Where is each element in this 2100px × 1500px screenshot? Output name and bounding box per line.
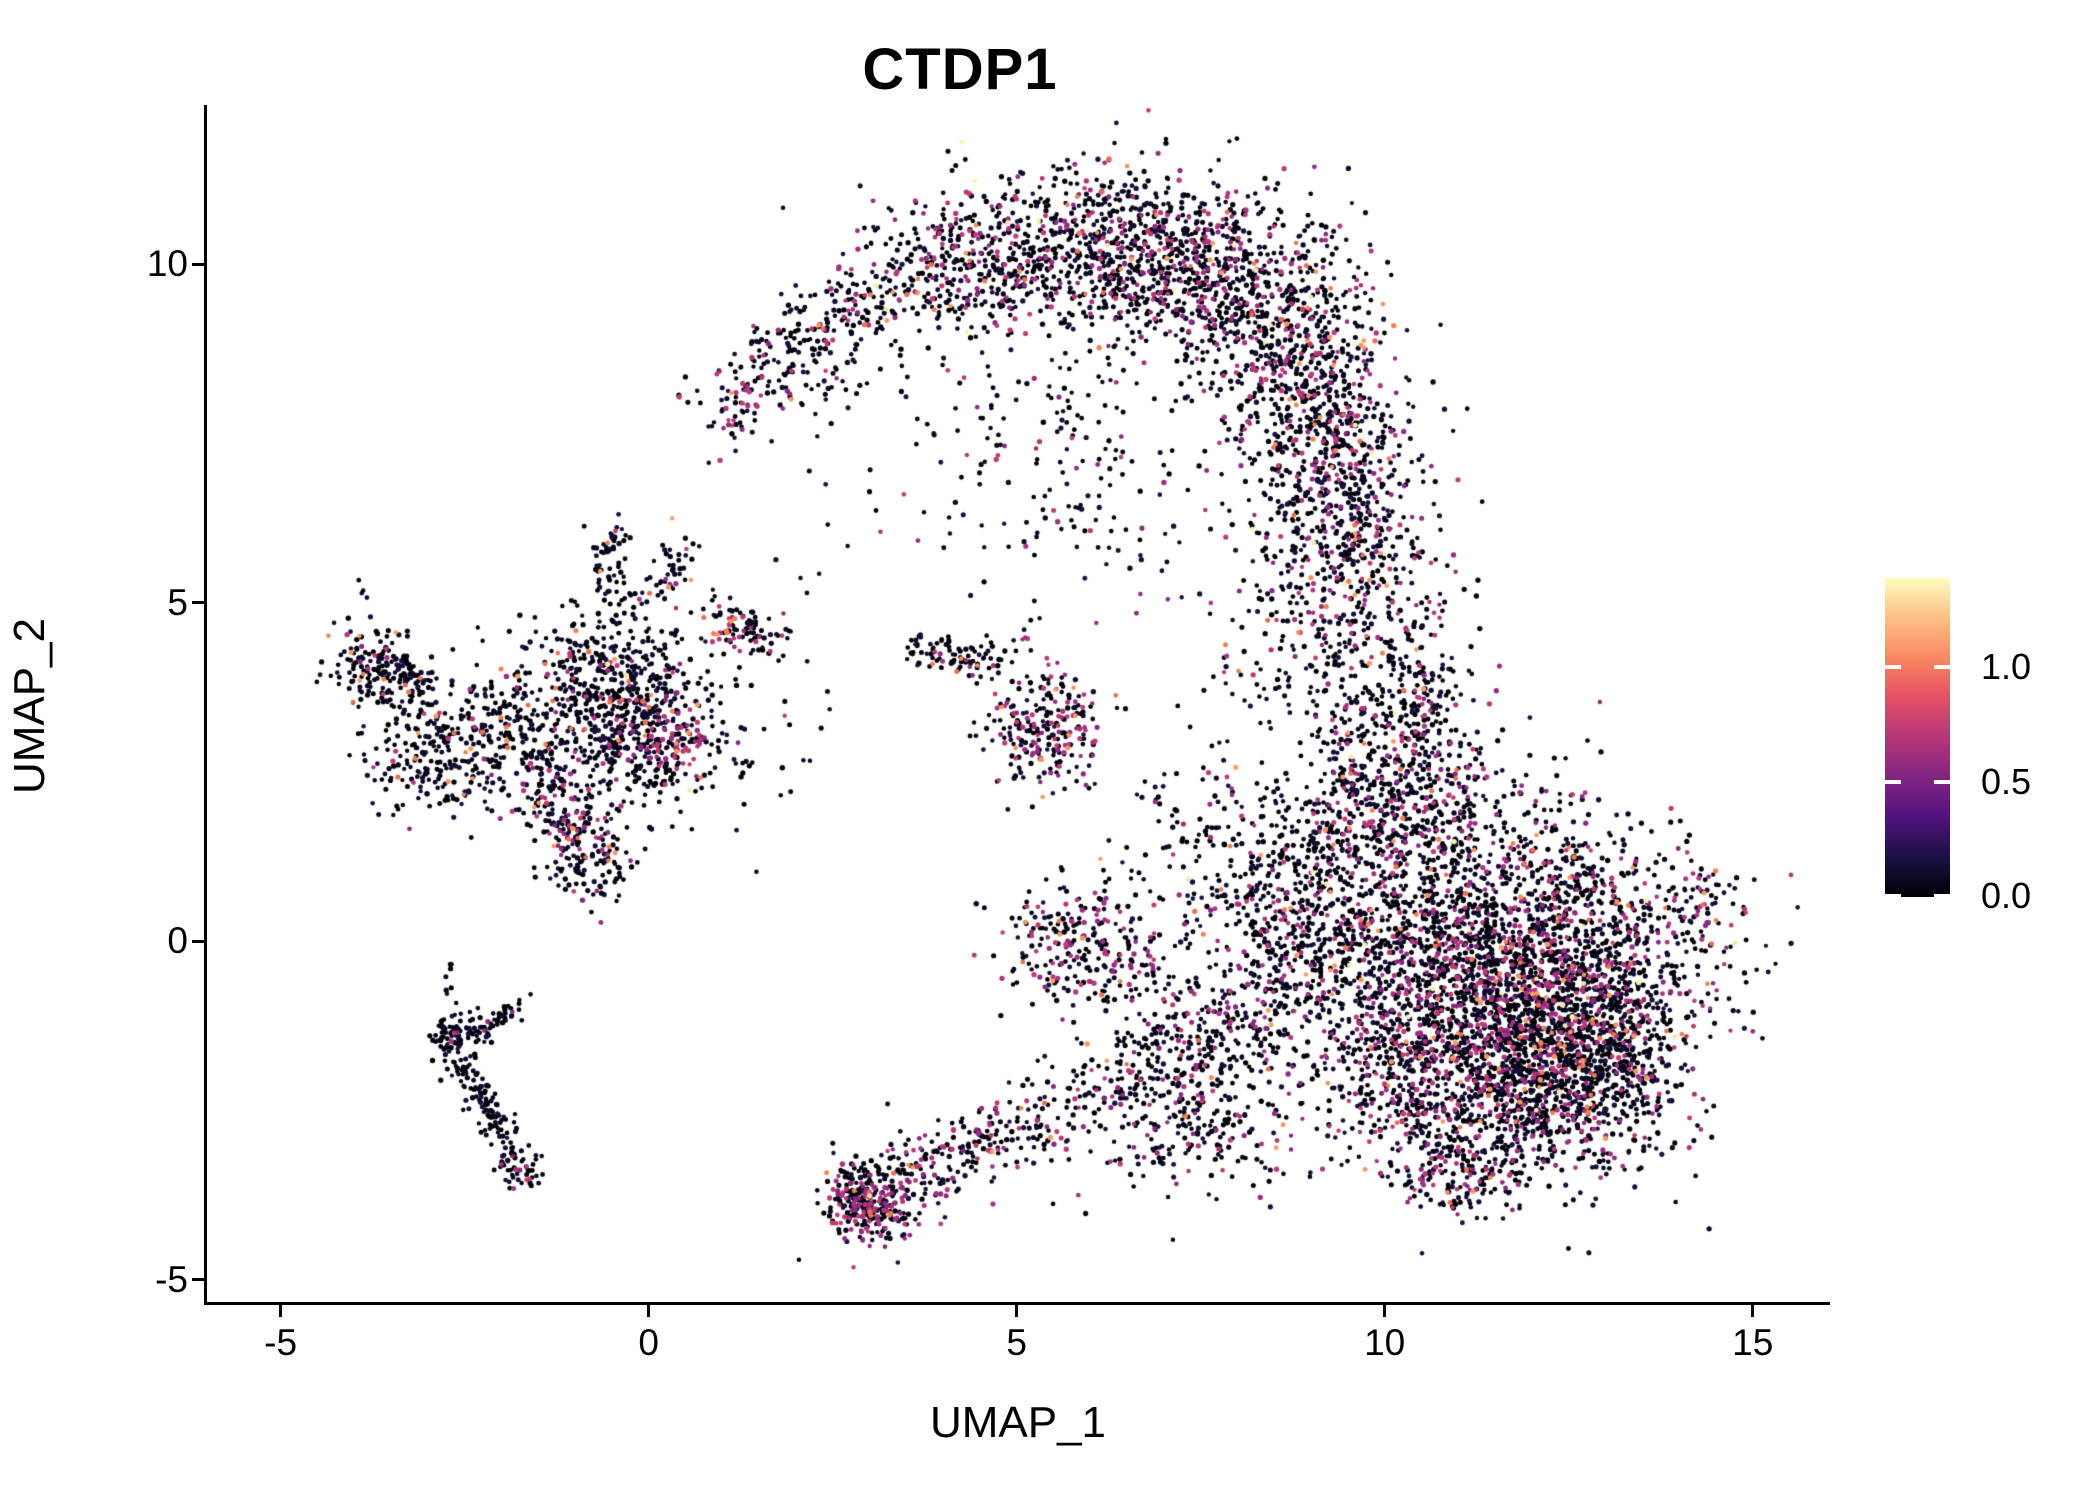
cb-tick-left <box>1885 780 1901 785</box>
cb-tick-left <box>1885 665 1901 670</box>
cb-tick-left <box>1885 894 1901 899</box>
y-tick-label: 10 <box>146 243 188 285</box>
cb-tick-right <box>1934 665 1950 670</box>
x-axis-line <box>204 1302 1830 1305</box>
x-tick-label: -5 <box>264 1322 298 1363</box>
expression-colorbar <box>1885 578 1950 897</box>
colorbar-tick-label: 0.5 <box>1981 761 2032 803</box>
x-tick-mark <box>1383 1305 1387 1317</box>
x-tick-mark <box>647 1305 651 1317</box>
colorbar-tick-label: 1.0 <box>1981 646 2032 688</box>
y-tick-label: -5 <box>155 1258 188 1300</box>
cb-tick-right <box>1934 780 1950 785</box>
y-tick-mark <box>192 262 204 266</box>
y-tick-mark <box>192 939 204 943</box>
x-tick-label: 10 <box>1364 1322 1406 1363</box>
x-tick-mark <box>1751 1305 1755 1317</box>
y-tick-label: 5 <box>167 581 188 623</box>
y-tick-label: 0 <box>167 920 188 962</box>
y-axis-title: UMAP_2 <box>5 617 54 795</box>
plot-title: CTDP1 <box>862 37 1058 102</box>
x-tick-label: 15 <box>1732 1322 1774 1363</box>
cb-tick-right <box>1934 894 1950 899</box>
y-tick-mark <box>192 601 204 605</box>
y-axis-line <box>204 105 207 1305</box>
x-tick-label: 0 <box>638 1322 659 1363</box>
colorbar-tick-label: 0.0 <box>1981 875 2032 917</box>
x-tick-mark <box>279 1305 283 1317</box>
x-axis-title: UMAP_1 <box>929 1398 1107 1447</box>
y-tick-mark <box>192 1278 204 1282</box>
x-tick-label: 5 <box>1006 1322 1027 1363</box>
x-tick-mark <box>1015 1305 1019 1317</box>
